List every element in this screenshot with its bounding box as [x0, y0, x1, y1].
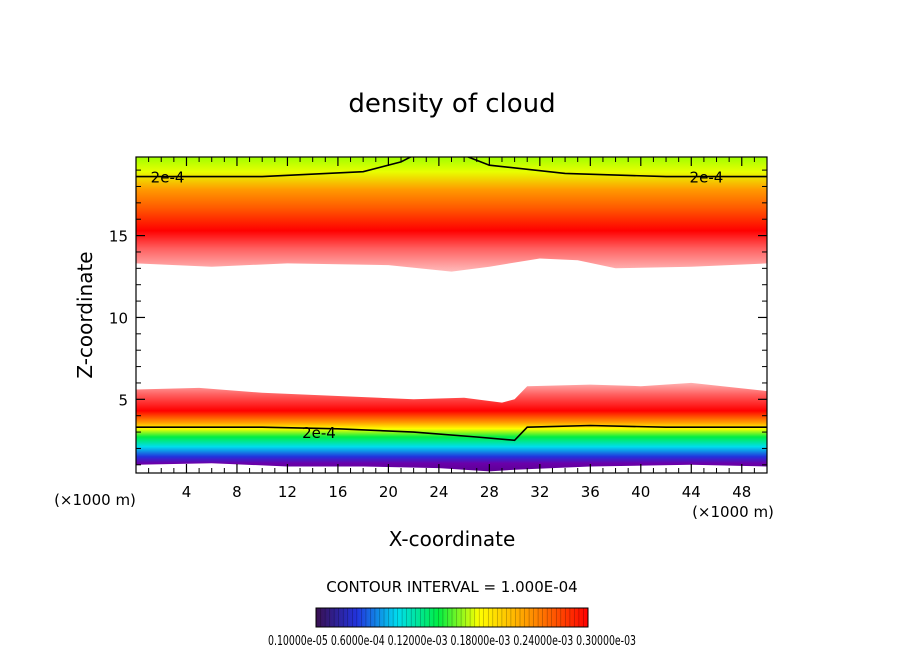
x-tick-label: 16	[328, 483, 347, 501]
x-unit-right: (×1000 m)	[692, 503, 774, 521]
x-tick-label: 20	[379, 483, 398, 501]
x-tick-label: 28	[480, 483, 499, 501]
y-tick-label: 10	[109, 309, 128, 327]
upper-contour-line	[136, 157, 767, 178]
upper-cloud-layer	[136, 157, 767, 272]
lower-contour-line	[136, 424, 767, 442]
x-tick-label: 12	[278, 483, 297, 501]
contour-labels: 2e-4 2e-4 2e-4	[151, 169, 724, 442]
x-axis-label: X-coordinate	[389, 527, 516, 551]
x-tick-label: 4	[182, 483, 192, 501]
x-axis-ticks: 4 8 12 16 20 24 28 32 36 40 44 48	[148, 157, 755, 501]
y-tick-label: 5	[118, 391, 128, 409]
contour-label: 2e-4	[302, 424, 336, 442]
x-tick-label: 44	[682, 483, 701, 501]
x-unit-left: (×1000 m)	[54, 491, 136, 509]
x-tick-label: 40	[631, 483, 650, 501]
colorbar-labels: 0.10000e-05 0.6000e-04 0.12000e-03 0.180…	[268, 634, 636, 649]
x-tick-label: 8	[232, 483, 242, 501]
chart-title: density of cloud	[348, 89, 555, 119]
colorbar	[315, 607, 589, 628]
y-tick-label: 15	[109, 228, 128, 246]
y-axis-ticks: 5 10 15	[109, 169, 767, 466]
y-axis-label: Z-coordinate	[73, 251, 97, 378]
contour-label: 2e-4	[151, 169, 185, 187]
x-tick-label: 48	[732, 483, 751, 501]
x-tick-label: 32	[530, 483, 549, 501]
contour-interval-text: CONTOUR INTERVAL = 1.000E-04	[326, 578, 577, 596]
plot-area: 2e-4 2e-4 2e-4	[136, 157, 767, 473]
colorbar-lines	[320, 608, 584, 627]
x-tick-label: 36	[581, 483, 600, 501]
lower-cloud-layer	[136, 382, 767, 472]
x-tick-label: 24	[429, 483, 448, 501]
contour-label: 2e-4	[690, 169, 724, 187]
